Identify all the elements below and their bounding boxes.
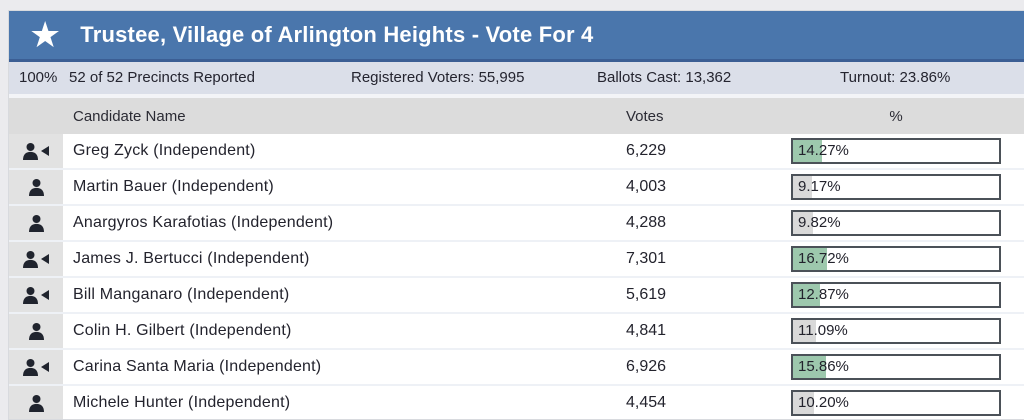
candidate-name: James J. Bertucci (Independent) bbox=[73, 250, 310, 267]
candidate-row: James J. Bertucci (Independent) 7,301 16… bbox=[9, 242, 1024, 278]
percent-bar: 9.17% bbox=[791, 174, 1001, 200]
candidate-votes: 5,619 bbox=[626, 286, 667, 303]
candidate-percent-cell: 12.87% bbox=[789, 278, 1024, 312]
star-icon: ★ bbox=[29, 14, 62, 55]
winner-marker-icon bbox=[41, 146, 49, 156]
candidate-icon-cell bbox=[9, 350, 63, 384]
candidate-icon-cell bbox=[9, 278, 63, 312]
person-icon bbox=[23, 358, 38, 376]
turnout: Turnout: 23.86% bbox=[840, 69, 951, 86]
percent-column-header: % bbox=[889, 107, 903, 125]
divider bbox=[9, 94, 1024, 98]
candidate-votes: 4,454 bbox=[626, 394, 667, 411]
candidate-row: Carina Santa Maria (Independent) 6,926 1… bbox=[9, 350, 1024, 386]
candidate-row: Michele Hunter (Independent) 4,454 10.20… bbox=[9, 386, 1024, 419]
percent-label: 15.86% bbox=[798, 358, 849, 375]
percent-label: 10.20% bbox=[798, 394, 849, 411]
candidate-name: Greg Zyck (Independent) bbox=[73, 142, 256, 159]
candidate-name: Bill Manganaro (Independent) bbox=[73, 286, 290, 303]
candidate-row: Greg Zyck (Independent) 6,229 14.27% bbox=[9, 134, 1024, 170]
percent-label: 11.09% bbox=[798, 322, 848, 339]
votes-column-header: Votes bbox=[626, 107, 664, 125]
candidate-votes: 4,288 bbox=[626, 214, 667, 231]
precincts-reported: 52 of 52 Precincts Reported bbox=[69, 69, 255, 86]
percent-label: 14.27% bbox=[798, 142, 849, 159]
percent-bar: 15.86% bbox=[791, 354, 1001, 380]
percent-bar: 16.72% bbox=[791, 246, 1001, 272]
contest-title: Trustee, Village of Arlington Heights - … bbox=[80, 22, 594, 47]
contest-header: ★ Trustee, Village of Arlington Heights … bbox=[9, 11, 1024, 62]
percent-label: 9.82% bbox=[798, 214, 841, 231]
candidate-name: Colin H. Gilbert (Independent) bbox=[73, 322, 292, 339]
candidate-votes: 4,003 bbox=[626, 178, 667, 195]
candidate-icon-cell bbox=[9, 242, 63, 276]
candidate-row: Martin Bauer (Independent) 4,003 9.17% bbox=[9, 170, 1024, 206]
percent-bar-fill bbox=[793, 140, 823, 162]
candidate-name: Martin Bauer (Independent) bbox=[73, 178, 274, 195]
percent-bar: 14.27% bbox=[791, 138, 1001, 164]
candidate-icon-cell bbox=[9, 206, 63, 240]
person-icon bbox=[23, 250, 38, 268]
candidate-percent-cell: 9.17% bbox=[789, 170, 1024, 204]
person-icon bbox=[28, 178, 44, 196]
candidate-percent-cell: 11.09% bbox=[789, 314, 1024, 348]
person-icon bbox=[28, 394, 44, 412]
percent-reported: 100% bbox=[19, 69, 58, 86]
person-icon bbox=[28, 322, 44, 340]
winner-marker-icon bbox=[41, 254, 49, 264]
candidate-name: Michele Hunter (Independent) bbox=[73, 394, 291, 411]
candidate-row: Anargyros Karafotias (Independent) 4,288… bbox=[9, 206, 1024, 242]
percent-bar: 12.87% bbox=[791, 282, 1001, 308]
person-icon bbox=[28, 214, 44, 232]
candidate-percent-cell: 14.27% bbox=[789, 134, 1024, 168]
candidate-row: Bill Manganaro (Independent) 5,619 12.87… bbox=[9, 278, 1024, 314]
percent-bar-fill bbox=[793, 320, 816, 342]
percent-bar-fill bbox=[793, 392, 814, 414]
candidate-votes: 4,841 bbox=[626, 322, 667, 339]
percent-bar-fill bbox=[793, 212, 814, 234]
winner-marker-icon bbox=[41, 290, 49, 300]
candidate-icon-cell bbox=[9, 170, 63, 204]
percent-label: 9.17% bbox=[798, 178, 841, 195]
candidate-votes: 6,926 bbox=[626, 358, 667, 375]
election-contest-card: ★ Trustee, Village of Arlington Heights … bbox=[8, 10, 1024, 420]
candidate-percent-cell: 9.82% bbox=[789, 206, 1024, 240]
candidate-name: Anargyros Karafotias (Independent) bbox=[73, 214, 334, 231]
candidate-icon-cell bbox=[9, 386, 63, 419]
candidate-column-header: Candidate Name bbox=[73, 107, 186, 125]
percent-bar-fill bbox=[793, 284, 820, 306]
candidate-votes: 7,301 bbox=[626, 250, 667, 267]
table-header-row: Candidate Name Votes % bbox=[9, 98, 1024, 134]
candidate-icon-cell bbox=[9, 314, 63, 348]
percent-label: 16.72% bbox=[798, 250, 849, 267]
percent-bar: 9.82% bbox=[791, 210, 1001, 236]
candidate-percent-cell: 16.72% bbox=[789, 242, 1024, 276]
registered-voters: Registered Voters: 55,995 bbox=[351, 69, 525, 86]
candidate-row: Colin H. Gilbert (Independent) 4,841 11.… bbox=[9, 314, 1024, 350]
percent-bar-fill bbox=[793, 248, 828, 270]
percent-bar: 11.09% bbox=[791, 318, 1001, 344]
candidate-icon-cell bbox=[9, 134, 63, 168]
person-icon bbox=[23, 142, 38, 160]
candidate-percent-cell: 10.20% bbox=[789, 386, 1024, 419]
table-body: Greg Zyck (Independent) 6,229 14.27% Mar… bbox=[9, 134, 1024, 419]
ballots-cast: Ballots Cast: 13,362 bbox=[597, 69, 732, 86]
percent-bar: 10.20% bbox=[791, 390, 1001, 416]
candidate-percent-cell: 15.86% bbox=[789, 350, 1024, 384]
percent-bar-fill bbox=[793, 176, 812, 198]
candidate-name: Carina Santa Maria (Independent) bbox=[73, 358, 322, 375]
person-icon bbox=[23, 286, 38, 304]
candidate-votes: 6,229 bbox=[626, 142, 667, 159]
percent-label: 12.87% bbox=[798, 286, 849, 303]
percent-bar-fill bbox=[793, 356, 826, 378]
summary-bar: 100% 52 of 52 Precincts Reported Registe… bbox=[9, 62, 1024, 94]
winner-marker-icon bbox=[41, 362, 49, 372]
